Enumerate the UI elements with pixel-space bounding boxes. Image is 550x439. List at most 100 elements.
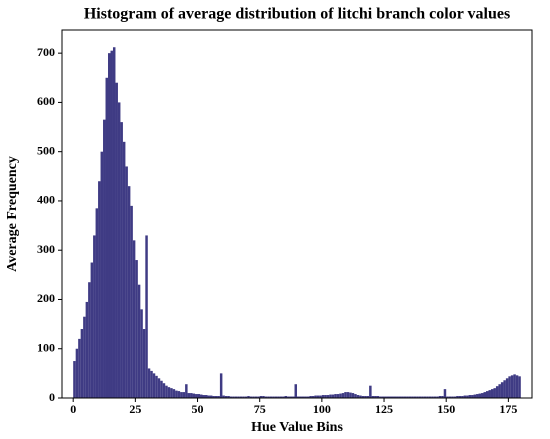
bar (309, 396, 312, 398)
bar (413, 396, 417, 398)
bar (463, 395, 467, 398)
bar (207, 395, 210, 398)
bar (326, 395, 330, 398)
bar (214, 396, 218, 398)
bar (165, 385, 168, 398)
bar (346, 392, 350, 398)
bar (284, 396, 288, 398)
bar (398, 396, 402, 398)
y-tick-label: 600 (37, 94, 55, 108)
bar (147, 368, 151, 398)
bar (359, 395, 362, 398)
bar (180, 392, 183, 398)
bar (426, 396, 429, 398)
bar (379, 396, 382, 398)
bar (98, 181, 101, 398)
y-tick-label: 300 (37, 242, 55, 256)
bar (195, 394, 198, 398)
bar (105, 77, 109, 398)
bar (500, 382, 504, 398)
bar (361, 396, 365, 398)
bar (436, 396, 439, 398)
bar (95, 208, 99, 398)
bar (80, 329, 84, 398)
bar (483, 392, 486, 398)
x-tick-label: 50 (192, 402, 204, 416)
y-tick-label: 700 (37, 45, 55, 59)
bar (152, 373, 156, 398)
bar (282, 396, 285, 398)
bar (468, 395, 472, 398)
bar (495, 386, 499, 398)
bar (217, 396, 220, 398)
bar (306, 396, 310, 398)
bar (229, 396, 233, 398)
bar (110, 50, 113, 398)
bar (294, 384, 297, 398)
bar (150, 370, 153, 398)
bar (421, 396, 424, 398)
bar (478, 393, 482, 398)
bar (254, 396, 258, 398)
bar (277, 396, 280, 398)
bar (510, 375, 514, 398)
bar (374, 396, 377, 398)
bar (471, 395, 474, 398)
bar (485, 391, 489, 398)
bar (122, 141, 126, 398)
bar (316, 395, 320, 398)
bar (351, 393, 355, 398)
x-tick-label: 0 (70, 402, 76, 416)
bar (408, 396, 412, 398)
bar (311, 396, 315, 398)
bar (518, 376, 521, 398)
bar (262, 396, 265, 398)
bar (242, 396, 245, 398)
bar (406, 396, 409, 398)
bar (371, 396, 375, 398)
bar (162, 383, 166, 398)
bar (232, 396, 235, 398)
bar (192, 393, 196, 398)
bar (115, 82, 118, 398)
bar (142, 329, 146, 398)
bar (508, 376, 511, 398)
bar (366, 396, 370, 398)
bar (93, 235, 96, 398)
bar (222, 395, 225, 398)
bar (423, 396, 427, 398)
bar (473, 394, 477, 398)
bar (433, 396, 437, 398)
bar (416, 396, 419, 398)
bar (157, 378, 161, 398)
bar (458, 396, 462, 398)
bar (304, 396, 307, 398)
y-tick-label: 100 (37, 340, 55, 354)
bar (103, 119, 106, 398)
bar (453, 396, 457, 398)
bar (190, 393, 193, 398)
bar (443, 389, 447, 398)
bar (334, 394, 337, 398)
bar (354, 394, 357, 398)
bar (75, 348, 79, 398)
x-tick-label: 25 (129, 402, 141, 416)
x-tick-label: 175 (499, 402, 517, 416)
bar (324, 395, 327, 398)
bar (389, 396, 392, 398)
bar (117, 102, 121, 399)
bar (140, 309, 143, 398)
bar (252, 396, 255, 398)
chart-title: Histogram of average distribution of lit… (84, 6, 510, 23)
bar (200, 394, 203, 398)
bar (418, 396, 422, 398)
bar (329, 394, 332, 398)
bar (456, 396, 459, 398)
bar (259, 396, 263, 398)
x-tick-label: 75 (254, 402, 266, 416)
bar (127, 186, 131, 398)
bar (488, 390, 491, 398)
bar (187, 393, 191, 398)
bar (356, 395, 360, 398)
bar (292, 396, 295, 398)
